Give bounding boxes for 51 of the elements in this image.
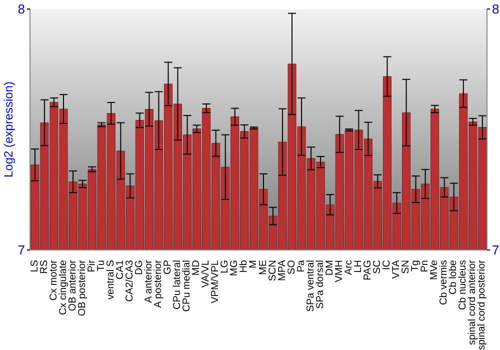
x-tick-label: VTA — [391, 260, 402, 279]
x-tick-label: A anterior — [144, 259, 155, 303]
x-tick-label: CA2/CA3 — [124, 260, 136, 302]
x-tick-label: ME — [258, 260, 269, 275]
x-tick-label: MVe — [429, 260, 440, 280]
x-tick-label: OB posterior — [76, 259, 88, 316]
x-tick-label: VA/VL — [200, 260, 212, 288]
x-tick-label: MPA — [276, 260, 288, 281]
x-tick-label: IC — [382, 260, 393, 270]
x-tick-label: SO — [286, 260, 298, 274]
x-tick-label: Pir — [86, 259, 98, 272]
x-tick-label: ventral S — [105, 260, 116, 300]
x-tick-label: SPa ventral — [305, 260, 316, 312]
x-tick-label: VPM/VPL — [210, 260, 222, 304]
x-tick-label: Cb nucleus — [458, 260, 469, 310]
x-tick-label: CPu medial — [182, 260, 193, 312]
x-tick-label: LH — [352, 260, 364, 273]
x-tick-label: LG — [220, 260, 231, 274]
x-tick-label: A posterior — [153, 259, 164, 308]
x-tick-label: Hb — [238, 260, 250, 273]
x-tick-label: RS — [38, 260, 50, 274]
x-tick-label: PAG — [362, 260, 374, 280]
x-tick-label: Pn — [420, 260, 431, 272]
x-tick-label: spinal cord anterior — [467, 259, 478, 346]
x-tick-label: Cx motor — [48, 259, 60, 301]
x-tick-label: SPa dorsal — [314, 260, 326, 309]
x-tick-label: Cb lobe — [448, 260, 460, 294]
x-tick-label: Pa — [296, 260, 307, 272]
x-tick-label: VMH — [334, 260, 345, 282]
x-tick-label: Tu — [96, 260, 107, 272]
x-tick-label: spinal cord posterior — [476, 259, 488, 350]
x-tick-label: Tg — [410, 260, 422, 272]
x-tick-label: CA1 — [114, 260, 126, 280]
x-tick-label: DM — [324, 260, 336, 276]
x-tick-label: LS — [29, 260, 40, 272]
y2-tick-label: 8 — [492, 2, 500, 17]
x-tick-label: Cx cingulate — [58, 260, 69, 316]
x-tick-label: OB anterior — [67, 259, 78, 312]
x-tick-label: MG — [229, 260, 240, 276]
x-tick-label: SC — [372, 260, 384, 274]
y2-tick-label: 7 — [492, 242, 500, 258]
x-tick-label: Arc — [343, 260, 354, 275]
x-tick-label: Cb vermis — [438, 260, 450, 306]
x-tick-label: M — [248, 260, 260, 268]
x-tick-label: SN — [400, 260, 412, 274]
x-tick-label: CPu lateral — [172, 260, 184, 310]
x-tick-label: MD — [191, 260, 202, 276]
x-tick-label: SCN — [267, 260, 278, 282]
x-tick-label: GP — [162, 260, 174, 274]
x-tick-label: DG — [134, 260, 145, 275]
y-axis-title: Log2 (expression) — [1, 81, 16, 178]
